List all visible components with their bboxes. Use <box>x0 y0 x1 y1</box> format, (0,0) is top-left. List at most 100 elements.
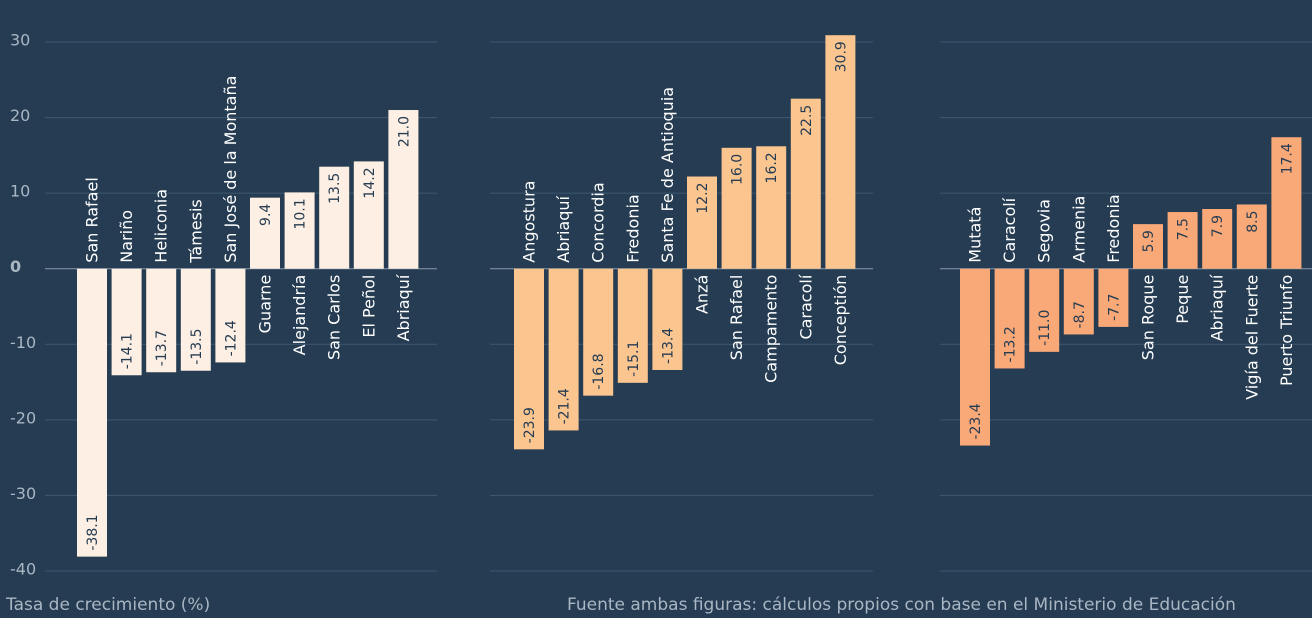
category-label: San Rafael <box>83 177 102 262</box>
category-label: Conceptión <box>831 275 850 366</box>
value-label: 16.2 <box>764 152 780 183</box>
bar <box>960 268 990 446</box>
category-label: Caracolí <box>1000 197 1019 262</box>
y-axis-label: Tasa de crecimiento (%) <box>5 595 210 615</box>
y-tick-label: -20 <box>10 408 36 427</box>
y-tick-label: 20 <box>10 106 30 125</box>
category-label: Armenia <box>1069 196 1088 263</box>
category-label: Vigía del Fuerte <box>1242 275 1261 400</box>
category-label: San Roque <box>1139 275 1158 361</box>
y-tick-label: -10 <box>10 333 36 352</box>
y-tick-label: 0 <box>10 257 21 276</box>
value-label: -11.0 <box>1037 310 1053 346</box>
bar <box>319 166 350 269</box>
y-tick-label: 10 <box>10 182 30 201</box>
category-label: El Peñol <box>359 275 378 338</box>
bar <box>756 146 787 269</box>
value-label: 14.2 <box>362 167 378 198</box>
category-label: Fredonia <box>623 194 642 262</box>
value-label: 30.9 <box>833 41 849 72</box>
bar <box>652 268 683 370</box>
value-label: 12.2 <box>695 183 711 214</box>
value-label: 16.0 <box>730 154 746 185</box>
bar <box>1236 204 1267 269</box>
bar <box>548 268 579 431</box>
category-label: Caracolí <box>796 274 815 339</box>
bar <box>825 35 856 269</box>
category-label: Abriaquí <box>554 195 573 262</box>
value-label: -16.8 <box>591 353 607 389</box>
value-label: -23.4 <box>968 403 984 439</box>
bar <box>111 268 142 376</box>
category-label: Nariño <box>117 210 136 263</box>
category-label: Heliconia <box>152 189 171 263</box>
bar <box>215 268 246 363</box>
value-label: -13.2 <box>1003 326 1019 362</box>
category-label: San Rafael <box>727 275 746 360</box>
category-label: Peque <box>1173 275 1192 324</box>
bar <box>353 161 384 269</box>
value-label: 17.4 <box>1279 143 1295 174</box>
category-label: Santa Fe de Antioquia <box>658 87 677 263</box>
bar <box>721 147 752 269</box>
value-label: 7.9 <box>1210 215 1226 237</box>
bar <box>1202 209 1233 269</box>
bar <box>1063 268 1094 335</box>
value-label: -14.1 <box>120 333 136 369</box>
bar <box>514 268 544 450</box>
category-label: Concordia <box>589 182 608 262</box>
bar <box>284 192 315 269</box>
bar <box>583 268 614 396</box>
bar <box>790 98 821 269</box>
bar <box>77 268 107 557</box>
category-label: Abriaquí <box>1208 274 1227 341</box>
bar <box>1271 137 1302 269</box>
value-label: 8.5 <box>1245 210 1261 232</box>
category-label: San José de la Montaña <box>221 76 240 263</box>
category-label: Angostura <box>520 181 539 263</box>
value-label: -38.1 <box>85 514 101 550</box>
bar <box>250 197 280 269</box>
value-label: -15.1 <box>626 341 642 377</box>
category-label: San Carlos <box>325 275 344 360</box>
bar <box>1167 212 1198 269</box>
value-label: -13.7 <box>154 330 170 366</box>
bar <box>994 268 1025 369</box>
bar <box>180 268 211 371</box>
category-label: Mutatá <box>966 207 985 263</box>
value-label: -13.4 <box>660 328 676 364</box>
value-label: -13.5 <box>189 329 205 365</box>
category-label: Fredonia <box>1104 194 1123 262</box>
bar <box>687 176 717 269</box>
value-label: -8.7 <box>1072 301 1088 328</box>
bar <box>388 110 419 269</box>
bar <box>1098 268 1129 327</box>
value-label: 10.1 <box>293 198 309 229</box>
bar <box>146 268 177 373</box>
y-tick-label: 30 <box>10 31 30 50</box>
bar <box>617 268 648 383</box>
value-label: 21.0 <box>396 116 412 147</box>
category-label: Anzá <box>693 275 712 314</box>
value-label: 13.5 <box>327 173 343 204</box>
category-label: Abriaquí <box>394 274 413 341</box>
category-label: Campamento <box>762 275 781 383</box>
category-label: Segovia <box>1035 199 1054 263</box>
bar <box>1029 268 1060 352</box>
value-label: -23.9 <box>522 407 538 443</box>
category-label: Alejandría <box>290 275 309 356</box>
bar <box>1133 224 1163 269</box>
value-label: -7.7 <box>1106 294 1122 321</box>
value-label: -12.4 <box>223 320 239 356</box>
value-label: 5.9 <box>1141 230 1157 252</box>
value-label: -21.4 <box>557 388 573 424</box>
source-note: Fuente ambas figuras: cálculos propios c… <box>567 595 1236 615</box>
y-tick-label: -30 <box>10 484 36 503</box>
category-label: Támesis <box>186 199 205 263</box>
category-label: Puerto Triunfo <box>1277 275 1296 386</box>
value-label: 22.5 <box>799 105 815 136</box>
value-label: 9.4 <box>258 204 274 226</box>
y-tick-label: -40 <box>10 560 36 579</box>
category-label: Guarne <box>256 275 275 334</box>
